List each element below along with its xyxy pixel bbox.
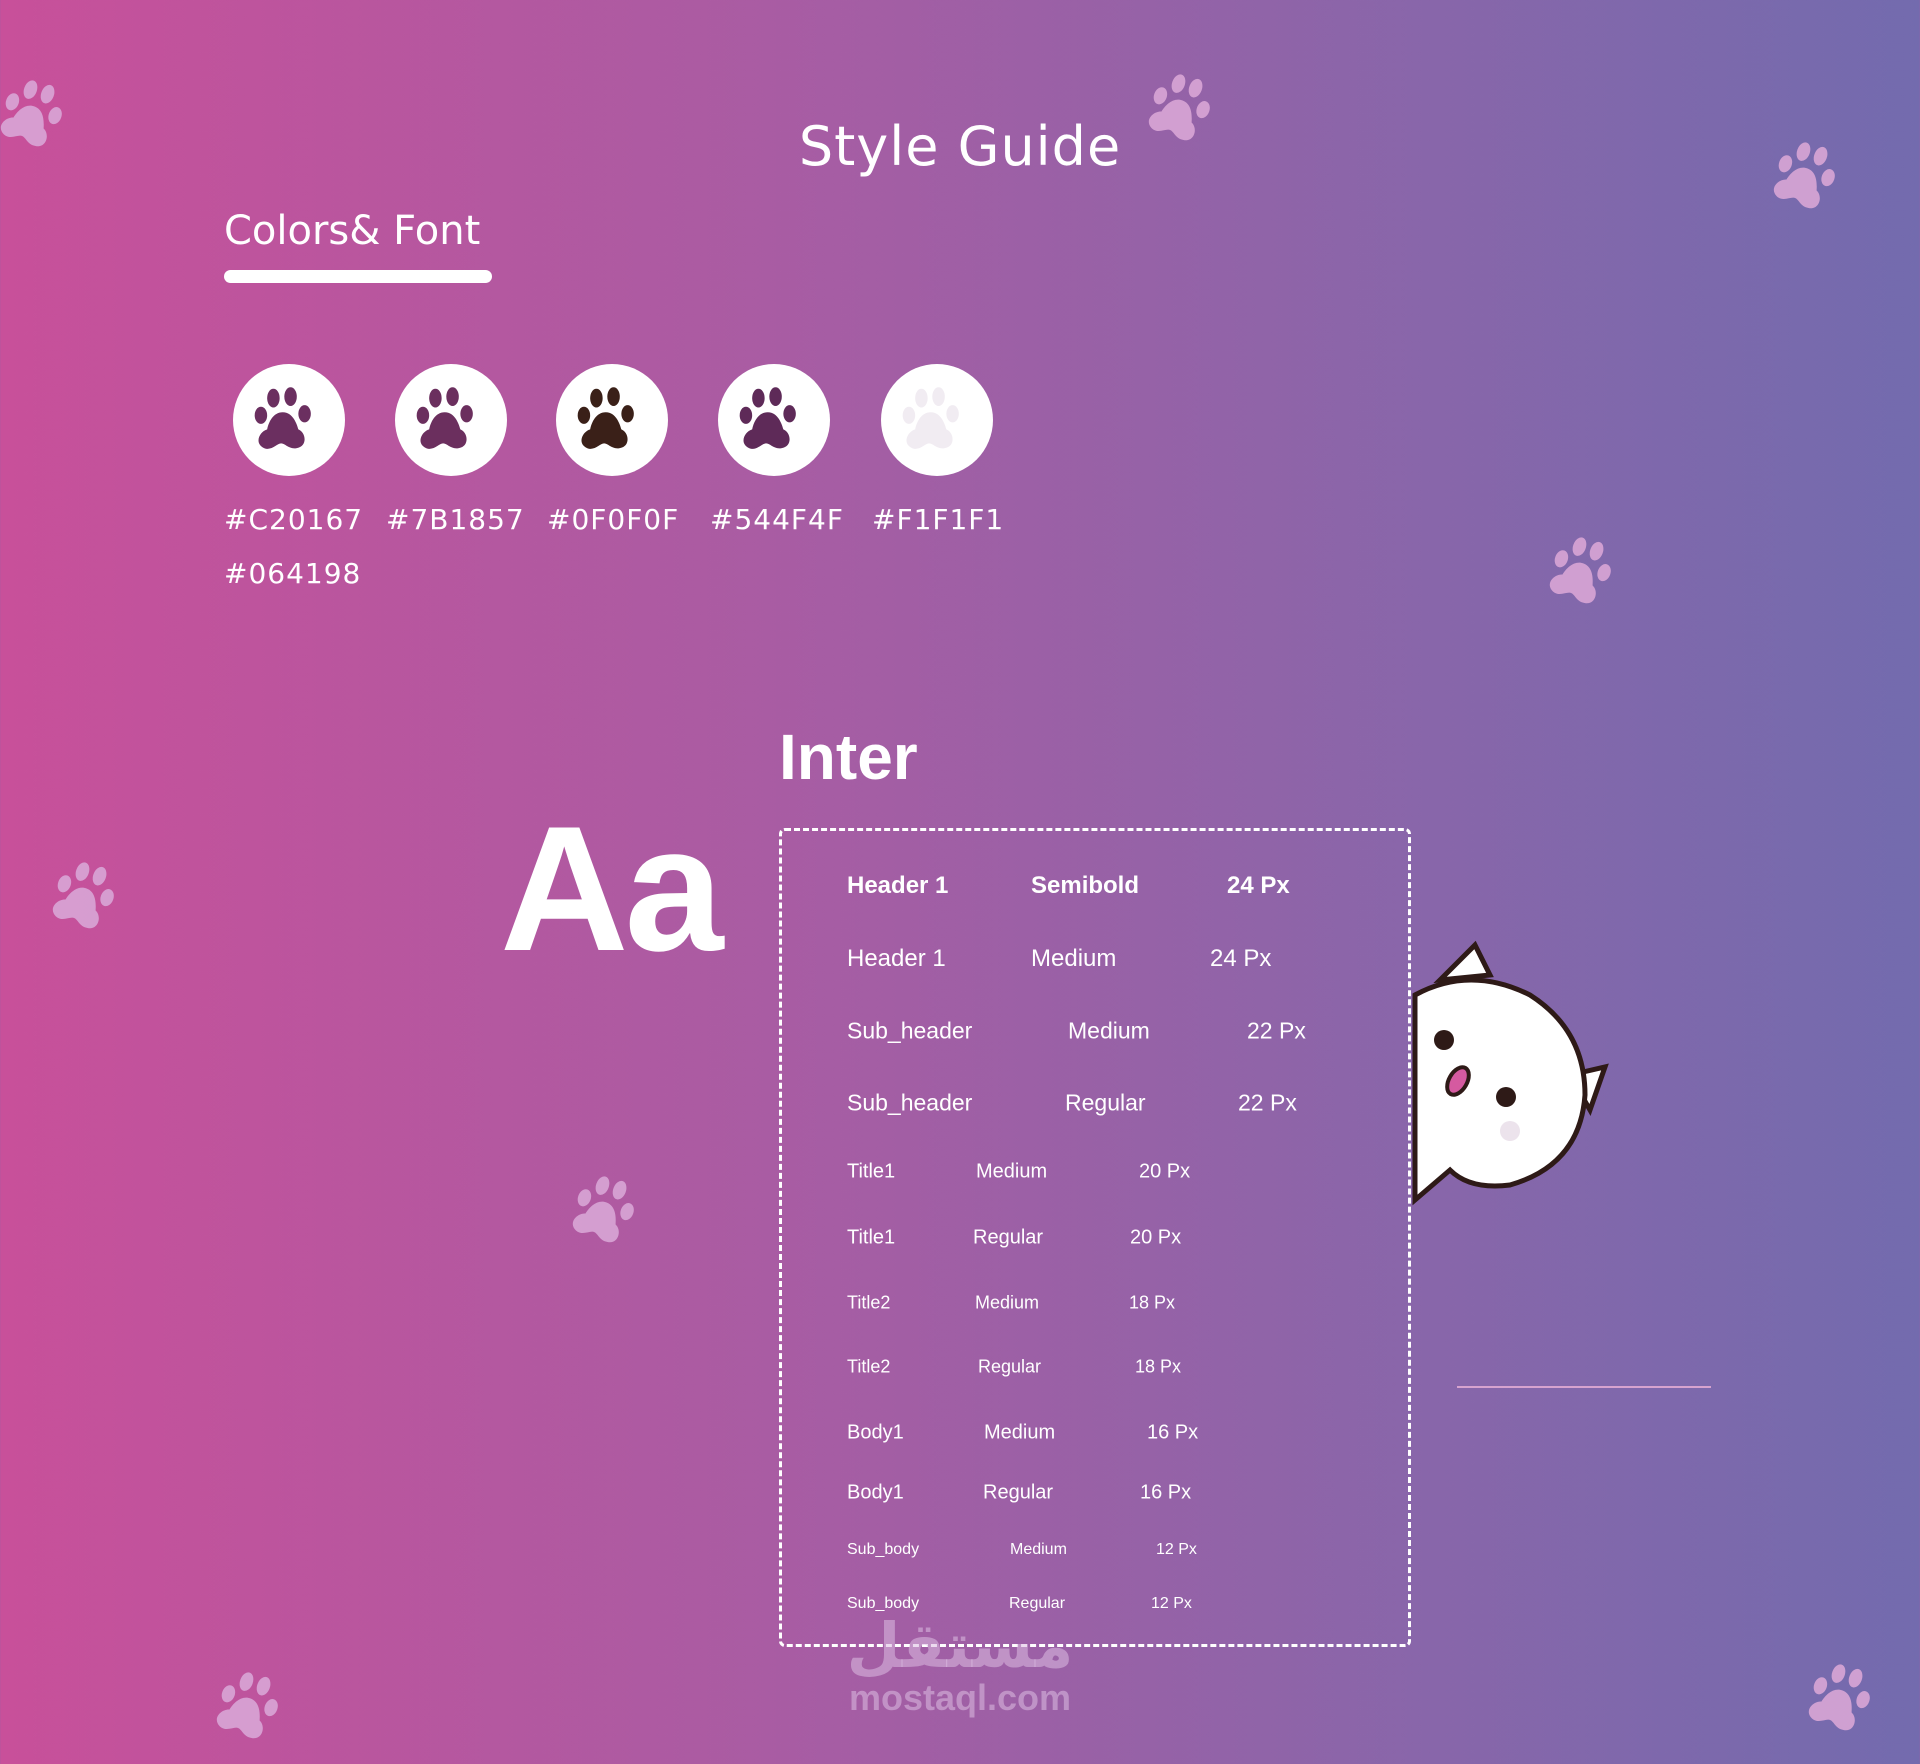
style-size: 22 Px [1247,1017,1306,1044]
style-name: Body1 [847,1481,904,1504]
watermark-latin: mostaql.com [848,1677,1072,1718]
paw-decoration-icon [0,80,62,147]
style-weight: Regular [973,1226,1044,1249]
style-name: Body1 [847,1421,904,1444]
hex-label: #C20167 [224,503,364,536]
color-swatch [881,364,993,476]
style-size: 24 Px [1210,945,1272,972]
style-weight: Medium [984,1421,1056,1444]
style-size: 20 Px [1139,1160,1191,1183]
hex-label: #F1F1F1 [872,503,1005,536]
page-title: Style Guide [798,115,1122,178]
style-name: Title1 [847,1160,896,1183]
hex-label: #0F0F0F [547,503,680,536]
style-size: 16 Px [1147,1421,1199,1444]
paw-icon [577,387,634,449]
style-weight: Medium [976,1160,1048,1183]
style-name: Sub_header [847,1089,973,1116]
paw-decoration-icon [1549,537,1611,604]
style-name: Header 1 [847,872,949,899]
paw-decoration-icon [1808,1664,1870,1731]
paw-decoration-icon [52,862,114,929]
color-swatch [556,364,668,476]
style-weight: Regular [1009,1595,1066,1612]
watermark: مستقل mostaql.com [0,1615,1920,1719]
font-sample: Aa [500,789,724,988]
style-size: 16 Px [1140,1481,1192,1504]
paw-icon [902,387,959,449]
section-title: Colors& Font [224,208,481,254]
style-weight: Medium [1068,1017,1150,1044]
section-underline [224,270,492,283]
style-weight: Regular [983,1481,1054,1504]
color-swatch [233,364,345,476]
color-swatch [718,364,830,476]
font-name: Inter [779,721,918,793]
paw-icon [254,387,311,449]
type-scale-box [779,828,1411,1647]
style-name: Sub_header [847,1017,973,1044]
style-weight: Regular [978,1356,1042,1377]
paw-decoration-icon [1148,74,1210,141]
hex-label: #7B1857 [386,503,525,536]
cat-illustration [1412,940,1609,1206]
style-size: 18 Px [1135,1356,1182,1377]
style-name: Title2 [847,1292,891,1313]
hex-label-extra: #064198 [224,557,362,590]
style-size: 24 Px [1227,872,1290,899]
style-name: Title2 [847,1356,891,1377]
style-size: 22 Px [1238,1089,1297,1116]
hex-label: #544F4F [710,503,844,536]
paw-icon [416,387,473,449]
style-weight: Regular [1065,1089,1146,1116]
style-name: Title1 [847,1226,896,1249]
paw-decoration-icon [216,1672,278,1739]
style-name: Sub_body [847,1541,920,1558]
style-weight: Medium [1010,1541,1067,1558]
style-size: 12 Px [1151,1595,1192,1612]
paw-decoration-icon [572,1176,634,1243]
watermark-arabic: مستقل [846,1609,1074,1682]
style-weight: Medium [975,1292,1040,1313]
paw-decoration-icon [1773,142,1835,209]
color-swatch [395,364,507,476]
style-name: Header 1 [847,945,946,972]
style-weight: Semibold [1031,872,1140,899]
paw-icon [739,387,796,449]
style-weight: Medium [1031,945,1117,972]
style-name: Sub_body [847,1595,920,1612]
divider-line [1457,1386,1711,1388]
style-size: 20 Px [1130,1226,1182,1249]
style-size: 18 Px [1129,1292,1176,1313]
style-size: 12 Px [1156,1541,1197,1558]
